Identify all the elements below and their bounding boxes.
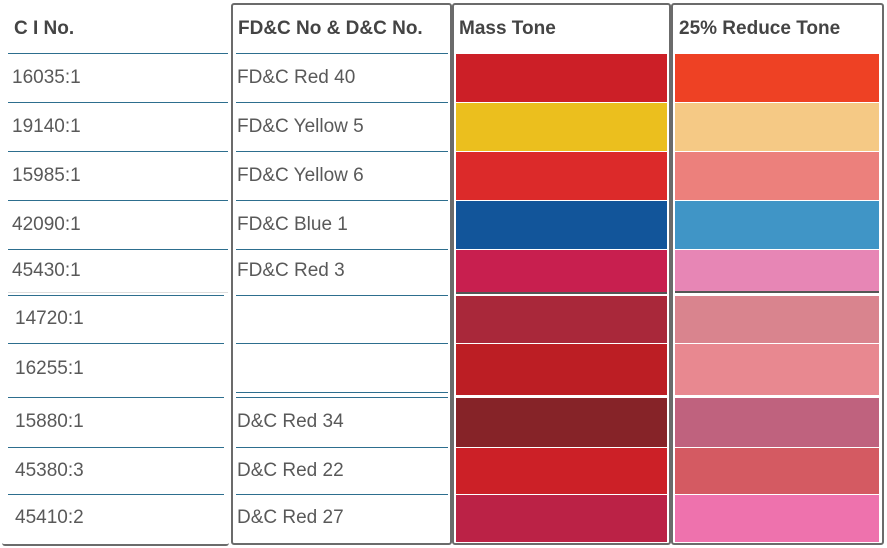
mass-tone-column-frame <box>452 3 671 545</box>
mass-tone-swatch <box>456 201 667 249</box>
mass-tone-swatch <box>456 344 667 395</box>
fdc-name-cell: D&C Red 27 <box>237 507 344 528</box>
fdc-name-cell: FD&C Red 3 <box>237 259 345 281</box>
ci-row-divider <box>8 447 224 448</box>
reduce-tone-swatch <box>675 152 879 200</box>
ci-row-divider <box>8 343 224 344</box>
mass-tone-swatch <box>456 250 667 292</box>
ci-row-divider <box>8 151 228 152</box>
fdc-row-divider <box>236 200 448 201</box>
ci-number-cell: 45380:3 <box>15 459 84 481</box>
fdc-row-divider <box>236 295 448 296</box>
ci-row-divider <box>8 200 228 201</box>
fdc-row-divider <box>236 102 448 103</box>
fdc-row-divider <box>236 494 448 495</box>
ci-row-divider <box>8 494 224 495</box>
reduce-tone-swatch <box>675 103 879 151</box>
mass-group-divider <box>456 292 667 294</box>
fdc-name-cell: FD&C Yellow 5 <box>237 115 364 137</box>
header-mass-tone: Mass Tone <box>459 18 556 39</box>
ci-number-cell: 42090:1 <box>12 213 81 235</box>
fdc-row-divider <box>236 53 448 54</box>
mass-tone-swatch <box>456 448 667 494</box>
fdc-column-frame <box>231 3 452 545</box>
fdc-row-divider <box>236 249 448 250</box>
ci-row-divider <box>8 102 228 103</box>
ci-column-frame <box>2 6 229 546</box>
ci-number-cell: 14720:1 <box>15 308 84 329</box>
header-reduce-tone: 25% Reduce Tone <box>679 18 841 39</box>
ci-number-cell: 45430:1 <box>12 259 81 281</box>
reduce-tone-swatch <box>675 495 879 542</box>
ci-row-divider <box>8 53 228 54</box>
ci-number-cell: 45410:2 <box>15 507 84 528</box>
reduce-tone-swatch <box>675 250 879 292</box>
reduce-tone-swatch <box>675 448 879 494</box>
ci-number-cell: 16035:1 <box>12 66 81 88</box>
fdc-group-divider <box>236 392 448 393</box>
ci-number-cell: 16255:1 <box>15 358 84 379</box>
ci-number-cell: 15985:1 <box>12 164 81 186</box>
mass-tone-swatch <box>456 103 667 151</box>
ci-number-cell: 15880:1 <box>15 411 84 432</box>
reduce-group-divider <box>675 291 879 293</box>
fdc-name-cell: FD&C Blue 1 <box>237 213 348 235</box>
ci-group-divider <box>8 292 228 293</box>
reduce-tone-swatch <box>675 54 879 102</box>
mass-tone-swatch <box>456 296 667 343</box>
reduce-tone-swatch <box>675 296 879 343</box>
fdc-name-cell: FD&C Yellow 6 <box>237 164 364 186</box>
fdc-row-divider <box>236 151 448 152</box>
fdc-name-cell: D&C Red 34 <box>237 411 344 432</box>
fdc-name-cell: D&C Red 22 <box>237 459 344 481</box>
reduce-tone-swatch <box>675 344 879 395</box>
fdc-row-divider <box>236 447 448 448</box>
ci-row-divider <box>8 397 224 398</box>
fdc-name-cell: FD&C Red 40 <box>237 66 356 88</box>
mass-tone-swatch <box>456 398 667 447</box>
fdc-row-divider <box>236 343 448 344</box>
ci-row-divider <box>8 295 224 296</box>
header-fdc-no: FD&C No & D&C No. <box>238 18 423 39</box>
mass-tone-swatch <box>456 54 667 102</box>
mass-tone-swatch <box>456 152 667 200</box>
reduce-tone-column-frame <box>671 3 884 545</box>
ci-number-cell: 19140:1 <box>12 115 81 137</box>
fdc-row-divider <box>236 397 448 398</box>
reduce-tone-swatch <box>675 398 879 447</box>
header-ci-no: C I No. <box>14 18 75 39</box>
reduce-tone-swatch <box>675 201 879 249</box>
ci-row-divider <box>8 249 228 250</box>
mass-tone-swatch <box>456 495 667 542</box>
